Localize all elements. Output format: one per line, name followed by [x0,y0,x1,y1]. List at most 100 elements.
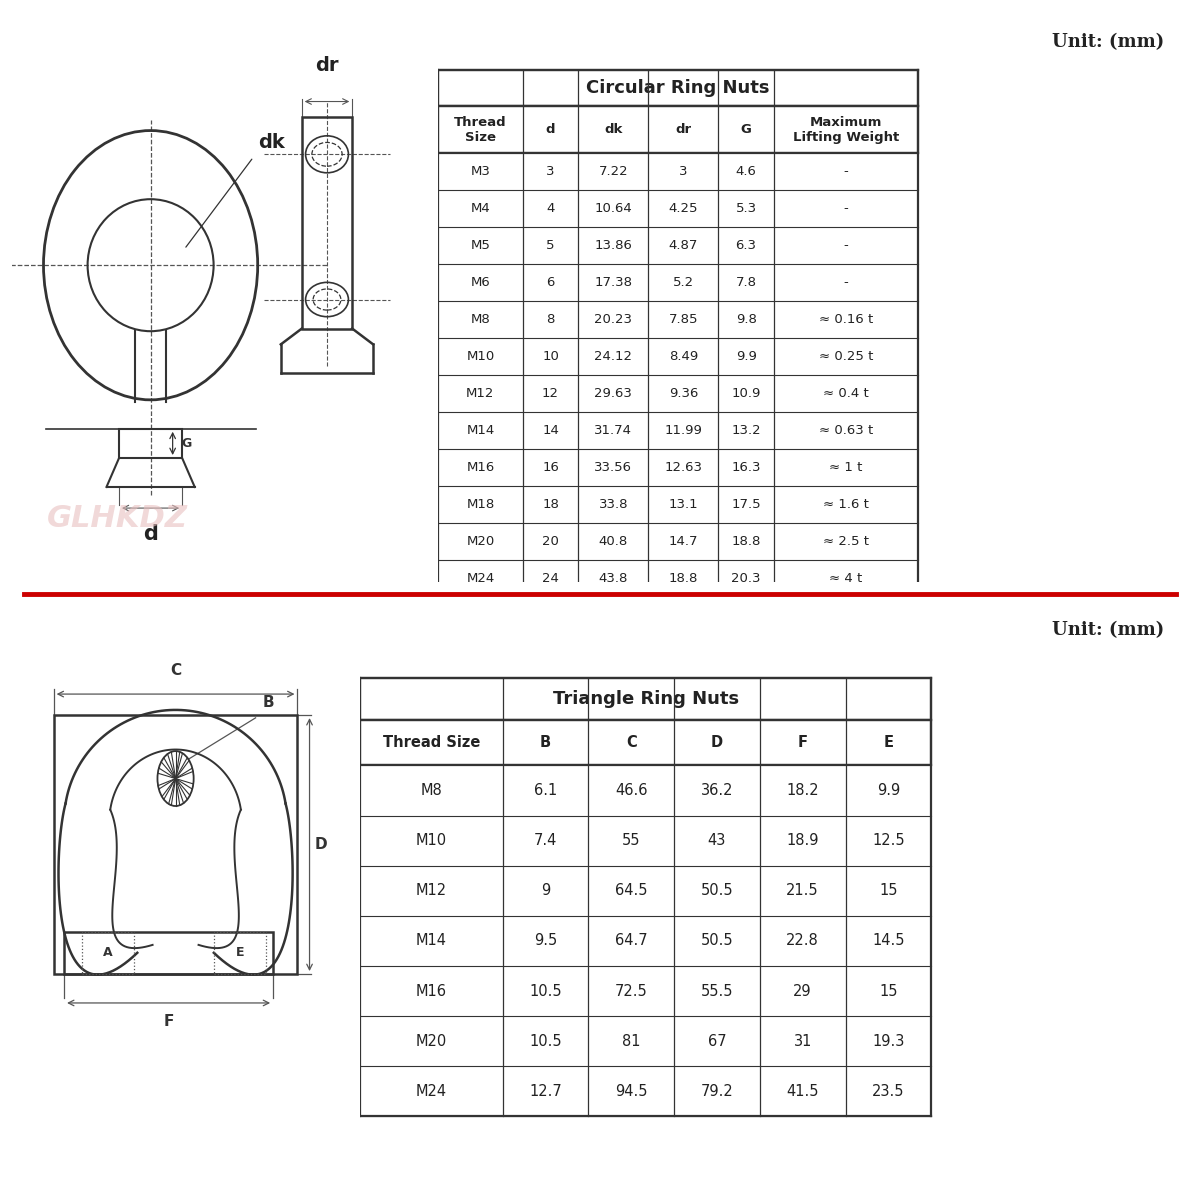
Text: 72.5: 72.5 [614,984,648,998]
Text: 18: 18 [542,498,559,511]
Text: 4.25: 4.25 [668,203,698,215]
Text: M8: M8 [420,782,443,798]
Text: 20: 20 [542,535,559,548]
Text: dr: dr [676,124,691,136]
Text: 33.8: 33.8 [599,498,628,511]
Text: M6: M6 [470,276,491,289]
Text: M16: M16 [467,461,494,474]
Bar [360,966,931,1016]
Text: 50.5: 50.5 [701,883,733,899]
Bar [438,412,918,449]
Text: 23.5: 23.5 [872,1084,905,1099]
Text: Thread
Size: Thread Size [454,115,506,144]
Bar [360,916,931,966]
Text: 24: 24 [542,572,559,584]
Text: ≈ 4 t: ≈ 4 t [829,572,863,584]
Text: 81: 81 [622,1033,641,1049]
Text: 4.87: 4.87 [668,239,698,252]
Text: 6: 6 [546,276,554,289]
Text: 8.49: 8.49 [668,350,698,364]
Text: ≈ 0.63 t: ≈ 0.63 t [818,424,872,437]
Bar [302,118,353,329]
Text: M10: M10 [467,350,494,364]
Text: 43.8: 43.8 [599,572,628,584]
Text: 31.74: 31.74 [594,424,632,437]
Bar [438,338,918,376]
Text: E: E [883,736,893,750]
Text: 20.3: 20.3 [731,572,761,584]
Bar [360,865,931,916]
Bar [438,486,918,523]
Text: M20: M20 [467,535,494,548]
Text: 4: 4 [546,203,554,215]
Bar [438,227,918,264]
Text: 12.63: 12.63 [665,461,702,474]
Text: 14: 14 [542,424,559,437]
Text: 64.5: 64.5 [616,883,648,899]
Text: G: G [181,437,191,450]
Text: Maximum
Lifting Weight: Maximum Lifting Weight [793,115,899,144]
Text: Circular Ring Nuts: Circular Ring Nuts [586,79,769,97]
Text: ≈ 0.16 t: ≈ 0.16 t [818,313,872,326]
Bar [360,766,931,816]
Bar [438,449,918,486]
Text: 10: 10 [542,350,559,364]
Text: Triangle Ring Nuts: Triangle Ring Nuts [552,690,739,708]
Bar [438,191,918,227]
Text: 29.63: 29.63 [594,388,632,400]
Text: 18.8: 18.8 [732,535,761,548]
Text: 24.12: 24.12 [594,350,632,364]
Text: 31: 31 [793,1033,812,1049]
Text: 20.23: 20.23 [594,313,632,326]
Text: 9.8: 9.8 [736,313,756,326]
Text: ≈ 0.25 t: ≈ 0.25 t [818,350,872,364]
Text: M12: M12 [416,883,446,899]
Text: B: B [540,736,551,750]
Text: 5.3: 5.3 [736,203,757,215]
Text: M5: M5 [470,239,491,252]
Text: 9.36: 9.36 [668,388,698,400]
Text: B: B [263,695,274,710]
Text: C: C [170,664,181,678]
Text: D: D [710,736,724,750]
Text: 50.5: 50.5 [701,934,733,948]
Text: M14: M14 [416,934,446,948]
Text: 41.5: 41.5 [786,1084,818,1099]
Text: 10.5: 10.5 [529,1033,562,1049]
Text: -: - [844,203,848,215]
Text: 7.22: 7.22 [599,166,628,179]
Text: Thread Size: Thread Size [383,736,480,750]
Text: d: d [143,524,158,544]
Text: dk: dk [258,133,284,151]
Bar [438,523,918,560]
Bar [54,715,298,974]
Text: 4.6: 4.6 [736,166,756,179]
Bar [360,1067,931,1116]
Text: ≈ 2.5 t: ≈ 2.5 t [823,535,869,548]
Text: -: - [844,166,848,179]
Text: 33.56: 33.56 [594,461,632,474]
Text: 13.2: 13.2 [731,424,761,437]
Text: 5.2: 5.2 [673,276,694,289]
Text: Unit: (mm): Unit: (mm) [1051,622,1164,638]
Text: 9.9: 9.9 [736,350,756,364]
Bar [438,301,918,338]
Text: 36.2: 36.2 [701,782,733,798]
Text: M14: M14 [467,424,494,437]
Text: E: E [235,947,244,959]
Text: 16.3: 16.3 [731,461,761,474]
Text: -: - [844,276,848,289]
Text: F: F [163,1014,174,1028]
Text: F: F [798,736,808,750]
Bar [360,1016,931,1067]
Text: 13.1: 13.1 [668,498,698,511]
Text: 14.7: 14.7 [668,535,698,548]
Text: 40.8: 40.8 [599,535,628,548]
Text: M8: M8 [470,313,491,326]
Text: 5: 5 [546,239,554,252]
Text: 64.7: 64.7 [616,934,648,948]
Text: 12.7: 12.7 [529,1084,562,1099]
Text: G: G [740,124,751,136]
Text: ≈ 1.6 t: ≈ 1.6 t [823,498,869,511]
Text: M4: M4 [470,203,491,215]
